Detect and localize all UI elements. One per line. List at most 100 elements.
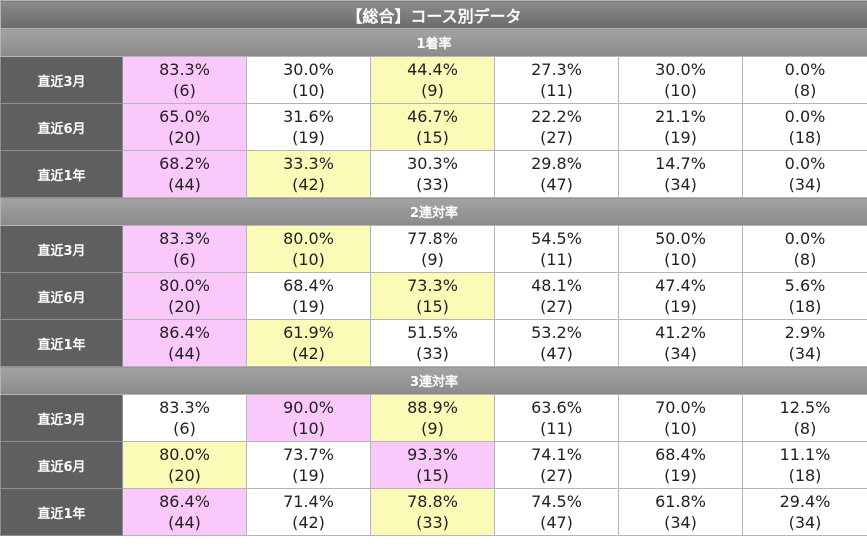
stat-cell: 77.8% (9) (370, 225, 495, 273)
race-count: (27) (540, 128, 573, 147)
rate-value: 70.0% (655, 398, 706, 417)
rate-value: 48.1% (531, 276, 582, 295)
race-count: (18) (788, 128, 822, 147)
rate-value: 80.0% (283, 229, 334, 248)
race-count: (34) (664, 344, 697, 363)
stat-cell: 22.2% (27) (494, 103, 619, 151)
race-count: (11) (540, 419, 573, 438)
race-count: (34) (788, 344, 822, 363)
race-count: (34) (788, 513, 822, 532)
stat-cell: 68.2% (44) (122, 150, 247, 198)
stat-cell: 29.8% (47) (494, 150, 619, 198)
section-label: 1着率 (0, 28, 867, 57)
race-count: (18) (788, 297, 822, 316)
rate-value: 31.6% (283, 107, 334, 126)
race-count: (33) (416, 513, 449, 532)
stat-cell: 88.9% (9) (370, 394, 495, 442)
race-count: (34) (664, 513, 697, 532)
rate-value: 86.4% (159, 492, 210, 511)
stat-cell: 2.9% (34) (742, 319, 867, 367)
stat-cell: 12.5% (8) (742, 394, 867, 442)
table-row: 直近3月 83.3% (6) 80.0% (10) 77.8% (9) 54.5% (11) 50… (0, 225, 867, 273)
race-count: (47) (540, 513, 573, 532)
stat-cell: 0.0% (8) (742, 56, 867, 104)
race-count: (20) (168, 297, 201, 316)
race-count: (47) (540, 175, 573, 194)
stat-cell: 83.3% (6) (122, 225, 247, 273)
stat-cell: 33.3% (42) (246, 150, 371, 198)
rate-value: 44.4% (407, 60, 458, 79)
race-count: (6) (173, 419, 196, 438)
race-count: (10) (664, 81, 697, 100)
period-label: 直近3月 (0, 56, 123, 104)
stat-cell: 48.1% (27) (494, 272, 619, 320)
table-title: 【総合】コース別データ (0, 0, 867, 29)
rate-value: 30.3% (407, 154, 458, 173)
race-count: (8) (793, 419, 817, 438)
rate-value: 33.3% (283, 154, 334, 173)
race-count: (19) (292, 128, 325, 147)
rate-value: 41.2% (655, 323, 706, 342)
section-header-row: 2連対率 (0, 197, 867, 226)
rate-value: 29.8% (531, 154, 582, 173)
table-row: 直近6月 65.0% (20) 31.6% (19) 46.7% (15) 22.2% (27)… (0, 103, 867, 151)
race-count: (47) (540, 344, 573, 363)
race-count: (19) (664, 297, 697, 316)
rate-value: 80.0% (159, 276, 210, 295)
race-count: (10) (664, 250, 697, 269)
race-count: (6) (173, 81, 196, 100)
race-count: (20) (168, 128, 201, 147)
rate-value: 68.2% (159, 154, 210, 173)
race-count: (9) (421, 81, 444, 100)
table-row: 直近6月 80.0% (20) 68.4% (19) 73.3% (15) 48.1% (27)… (0, 272, 867, 320)
race-count: (19) (664, 466, 697, 485)
rate-value: 71.4% (283, 492, 334, 511)
table-row: 直近3月 83.3% (6) 90.0% (10) 88.9% (9) 63.6% (11) 70… (0, 394, 867, 442)
rate-value: 78.8% (407, 492, 458, 511)
stat-cell: 61.8% (34) (618, 488, 743, 536)
table-title-row: 【総合】コース別データ (0, 0, 867, 29)
race-count: (33) (416, 175, 449, 194)
rate-value: 88.9% (407, 398, 458, 417)
race-count: (9) (421, 250, 444, 269)
stat-cell: 71.4% (42) (246, 488, 371, 536)
period-label: 直近1年 (0, 319, 123, 367)
race-count: (42) (292, 513, 325, 532)
table-row: 直近1年 86.4% (44) 71.4% (42) 78.8% (33) 74.5% (47)… (0, 488, 867, 536)
stat-cell: 53.2% (47) (494, 319, 619, 367)
stat-cell: 83.3% (6) (122, 56, 247, 104)
period-label: 直近6月 (0, 272, 123, 320)
stat-cell: 30.0% (10) (618, 56, 743, 104)
race-count: (33) (416, 344, 449, 363)
race-count: (44) (168, 513, 201, 532)
table-row: 直近1年 68.2% (44) 33.3% (42) 30.3% (33) 29.8% (47)… (0, 150, 867, 198)
stat-cell: 41.2% (34) (618, 319, 743, 367)
rate-value: 30.0% (655, 60, 706, 79)
rate-value: 0.0% (784, 154, 826, 173)
stat-cell: 93.3% (15) (370, 441, 495, 489)
stat-cell: 86.4% (44) (122, 319, 247, 367)
stat-cell: 83.3% (6) (122, 394, 247, 442)
table-row: 直近3月 83.3% (6) 30.0% (10) 44.4% (9) 27.3% (11) 30… (0, 56, 867, 104)
period-label: 直近1年 (0, 488, 123, 536)
race-count: (15) (416, 128, 449, 147)
rate-value: 73.7% (283, 445, 334, 464)
rate-value: 30.0% (283, 60, 334, 79)
rate-value: 73.3% (407, 276, 458, 295)
stat-cell: 44.4% (9) (370, 56, 495, 104)
table-row: 直近6月 80.0% (20) 73.7% (19) 93.3% (15) 74.1% (27)… (0, 441, 867, 489)
stat-cell: 74.5% (47) (494, 488, 619, 536)
stat-cell: 30.3% (33) (370, 150, 495, 198)
stat-cell: 0.0% (34) (742, 150, 867, 198)
stat-cell: 78.8% (33) (370, 488, 495, 536)
course-data-table: 【総合】コース別データ 1着率 直近3月 83.3% (6) 30.0% (10) 44.4… (0, 0, 867, 536)
stat-cell: 47.4% (19) (618, 272, 743, 320)
rate-value: 68.4% (283, 276, 334, 295)
stat-cell: 30.0% (10) (246, 56, 371, 104)
stat-cell: 73.3% (15) (370, 272, 495, 320)
rate-value: 47.4% (655, 276, 706, 295)
period-label: 直近6月 (0, 441, 123, 489)
race-count: (10) (292, 81, 325, 100)
period-label: 直近6月 (0, 103, 123, 151)
rate-value: 14.7% (655, 154, 706, 173)
